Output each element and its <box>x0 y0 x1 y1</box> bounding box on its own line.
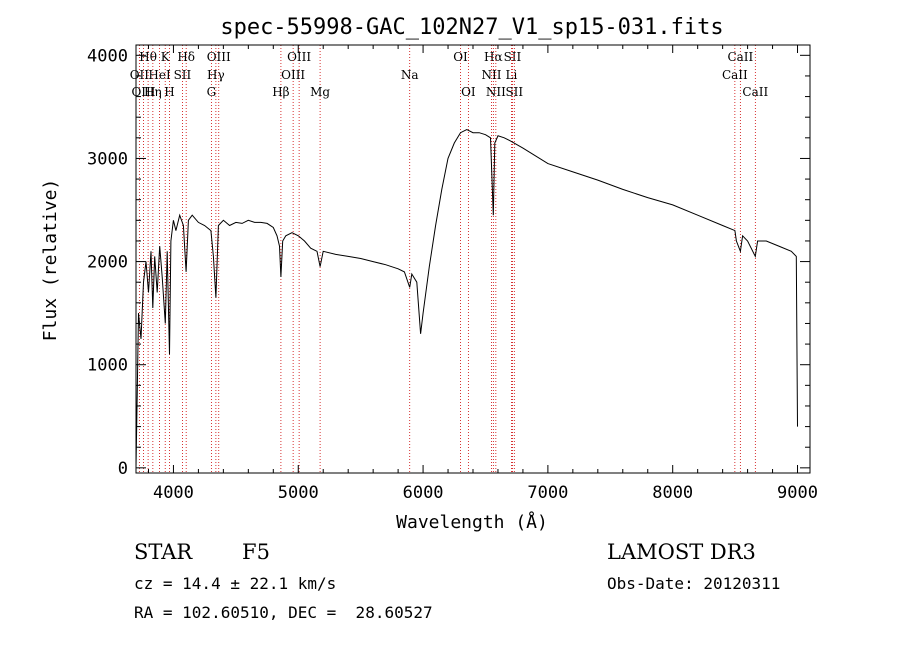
x-tick-label: 4000 <box>153 483 194 503</box>
y-tick-label: 3000 <box>87 149 128 169</box>
spectral-line-label: SII <box>504 50 522 64</box>
spectral-line-label: Li <box>506 68 518 82</box>
spectral-line-label: CaII <box>742 85 768 99</box>
spectrum-chart: spec-55998-GAC_102N27_V1_sp15-031.fits H… <box>40 15 818 533</box>
spectral-line-label: OI <box>461 85 476 99</box>
spectral-line-label: Hβ <box>272 85 289 99</box>
spectral-line-label: K <box>161 50 171 64</box>
spectral-line-label: Hα <box>484 50 503 64</box>
x-tick-label: 7000 <box>527 483 568 503</box>
spectral-line-label: Hη <box>144 85 162 99</box>
y-tick-label: 2000 <box>87 253 128 273</box>
spectral-line-label: OIII <box>207 50 231 64</box>
axis-ticks: 4000 5000 6000 7000 8000 9000 0 1000 2000 3000 400… <box>87 45 818 503</box>
object-subclass: F5 <box>242 540 270 564</box>
y-tick-label: 4000 <box>87 46 128 66</box>
x-axis-label: Wavelength (Å) <box>396 511 548 533</box>
x-tick-label: 6000 <box>403 483 444 503</box>
y-tick-label: 0 <box>118 459 128 479</box>
spectral-line-label: Na <box>401 68 419 82</box>
flux-series-line <box>135 129 798 468</box>
survey-name: LAMOST DR3 <box>607 540 756 564</box>
spectral-line-label: G <box>207 85 217 99</box>
object-class: STAR <box>134 540 193 564</box>
redshift-cz: cz = 14.4 ± 22.1 km/s <box>134 574 337 593</box>
spectral-line-label: NII <box>486 85 506 99</box>
spectral-line-label: Hθ <box>139 50 157 64</box>
spectral-line-label: NII <box>481 68 501 82</box>
spectral-line-markers: Hθ OII OIII K HeI Hη H Hδ SII OIII Hγ G Hβ OIII OIII Mg… <box>130 45 768 473</box>
spectral-line-label: HeI <box>148 68 171 82</box>
spectral-line-label: H <box>164 85 174 99</box>
coordinates: RA = 102.60510, DEC = 28.60527 <box>134 603 433 622</box>
x-tick-label: 9000 <box>777 483 818 503</box>
spectral-line-label: Hγ <box>207 68 225 82</box>
spectral-line-label: Mg <box>310 85 330 99</box>
spectral-line-label: Hδ <box>177 50 195 64</box>
spectral-line-label: SII <box>174 68 192 82</box>
spectral-line-label: OIII <box>287 50 311 64</box>
spectral-line-label: OIII <box>281 68 305 82</box>
observation-date: Obs-Date: 20120311 <box>607 574 781 593</box>
x-tick-label: 8000 <box>652 483 693 503</box>
spectral-line-label: CaII <box>722 68 748 82</box>
spectral-line-label: OIII <box>131 85 155 99</box>
y-axis-label: Flux (relative) <box>40 179 61 342</box>
plot-frame <box>135 44 811 474</box>
chart-title: spec-55998-GAC_102N27_V1_sp15-031.fits <box>220 15 723 40</box>
y-tick-label: 1000 <box>87 356 128 376</box>
spectral-line-label: OI <box>453 50 468 64</box>
spectral-line-label: OII <box>130 68 150 82</box>
x-tick-label: 5000 <box>278 483 319 503</box>
spectral-line-label: CaII <box>727 50 753 64</box>
spectral-line-label: SII <box>505 85 523 99</box>
